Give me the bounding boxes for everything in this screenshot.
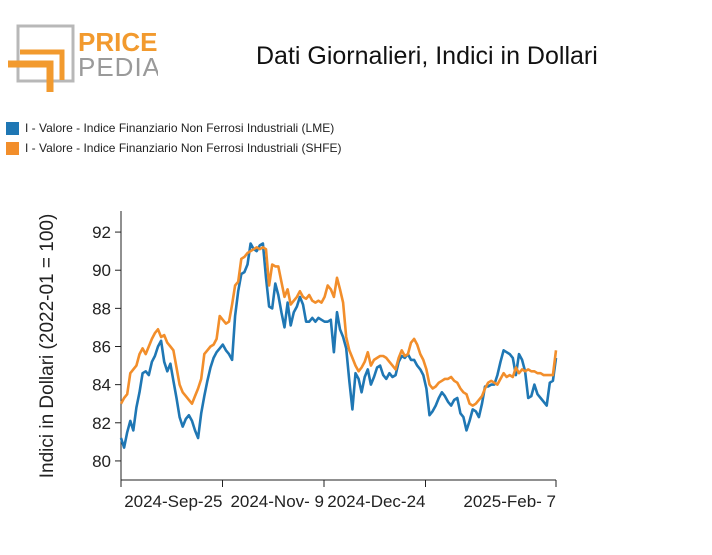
logo-bracket-inner xyxy=(20,49,65,80)
legend-label-lme: I - Valore - Indice Finanziario Non Ferr… xyxy=(25,121,335,135)
chart-legend: I - Valore - Indice Finanziario Non Ferr… xyxy=(6,118,342,158)
logo-mark: PRICE PEDIA xyxy=(8,24,160,92)
x-tick-label: 2024-Dec-24 xyxy=(327,492,425,511)
y-tick-label: 92 xyxy=(92,223,111,242)
chart-series xyxy=(119,242,558,449)
x-tick-label: 2024-Nov- 9 xyxy=(230,492,324,511)
y-axis-label: Indici in Dollari (2022-01 = 100) xyxy=(37,214,58,479)
y-tick-label: 88 xyxy=(92,299,111,318)
y-tick-label: 80 xyxy=(92,452,111,471)
legend-label-shfe: I - Valore - Indice Finanziario Non Ferr… xyxy=(25,141,342,155)
x-tick-label: 2024-Sep-25 xyxy=(124,492,222,511)
x-tick-label: 2025-Feb- 7 xyxy=(463,492,556,511)
y-tick-label: 82 xyxy=(92,414,111,433)
series-line-lme xyxy=(119,242,558,449)
legend-swatch-shfe xyxy=(6,141,19,155)
y-tick-label: 90 xyxy=(92,261,111,280)
legend-item-shfe: I - Valore - Indice Finanziario Non Ferr… xyxy=(6,138,342,158)
y-tick-label: 86 xyxy=(92,338,111,357)
logo-text-pedia: PEDIA xyxy=(78,52,158,82)
chart-title: Dati Giornalieri, Indici in Dollari xyxy=(256,42,598,70)
logo-frame-gray xyxy=(16,24,75,83)
chart-axes: 80 82 84 86 88 90 92 2024-Sep-25 2024-Nov- 9 2024… xyxy=(92,211,557,511)
legend-swatch-lme xyxy=(6,121,19,135)
pricepedia-logo: PRICE PEDIA xyxy=(8,24,160,94)
logo-text-price: PRICE xyxy=(78,27,157,57)
logo-bracket-outer xyxy=(8,60,54,92)
legend-item-lme: I - Valore - Indice Finanziario Non Ferr… xyxy=(6,118,342,138)
y-tick-label: 84 xyxy=(92,376,111,395)
series-line-shfe xyxy=(119,246,558,407)
